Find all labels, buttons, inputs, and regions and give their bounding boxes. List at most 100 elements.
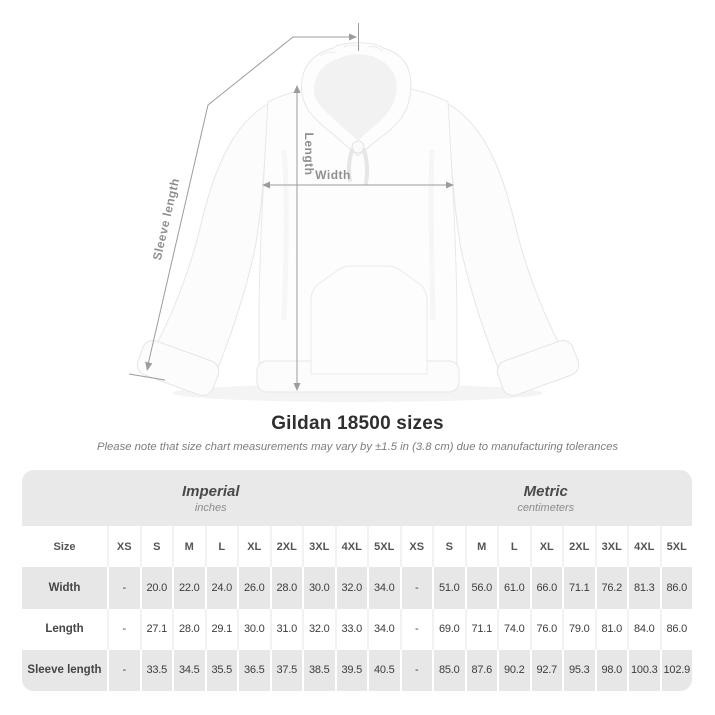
hoodie-pocket bbox=[310, 265, 428, 375]
measurement-cell-imperial: 33.5 bbox=[139, 649, 172, 691]
cuff-tick bbox=[128, 373, 166, 381]
measurement-cell-imperial: 26.0 bbox=[237, 567, 270, 609]
measurement-cell-imperial: 38.5 bbox=[302, 649, 335, 691]
hoodie-left-cuff bbox=[136, 340, 220, 396]
size-chart-table: Imperial inches Metric centimeters Size … bbox=[22, 470, 692, 691]
measurement-cell-metric: 81.0 bbox=[594, 608, 627, 650]
measurement-cell-metric: 102.9 bbox=[659, 649, 692, 691]
page-title: Gildan 18500 sizes bbox=[271, 413, 444, 434]
measurement-cell-metric: 66.0 bbox=[529, 567, 562, 609]
measurement-row-label: Width bbox=[22, 567, 107, 609]
measurement-cell-metric: 84.0 bbox=[627, 608, 660, 650]
measurement-cell-imperial: 36.5 bbox=[237, 649, 270, 691]
length-label: Length bbox=[302, 133, 316, 176]
hoodie-measurement-diagram: Sleeve length Length Width bbox=[128, 23, 580, 402]
size-column-header-metric: XS bbox=[399, 526, 432, 568]
imperial-unit: inches bbox=[194, 501, 227, 514]
unit-group-row: Imperial inches Metric centimeters bbox=[22, 470, 692, 526]
measurement-cell-metric: 69.0 bbox=[432, 608, 465, 650]
size-column-header-metric: S bbox=[432, 526, 465, 568]
size-column-header-imperial: 2XL bbox=[269, 526, 302, 568]
drawstring-left bbox=[346, 148, 354, 182]
measurement-cell-imperial: - bbox=[107, 567, 140, 609]
measurement-cell-imperial: 32.0 bbox=[302, 608, 335, 650]
size-column-title: Size bbox=[22, 526, 107, 568]
imperial-label: Imperial bbox=[181, 482, 240, 500]
measurement-cell-metric: 90.2 bbox=[497, 649, 530, 691]
hoodie-hood-lining bbox=[313, 54, 397, 141]
size-column-header-metric: XL bbox=[529, 526, 562, 568]
measurement-cell-imperial: 34.0 bbox=[367, 608, 400, 650]
length-arrow-top bbox=[293, 85, 301, 93]
measurement-cell-imperial: 28.0 bbox=[269, 567, 302, 609]
size-column-header-imperial: L bbox=[204, 526, 237, 568]
measurement-cell-metric: 81.3 bbox=[627, 567, 660, 609]
measurement-cell-metric: 92.7 bbox=[529, 649, 562, 691]
measurement-cell-metric: 51.0 bbox=[432, 567, 465, 609]
measurement-cell-imperial: 39.5 bbox=[334, 649, 367, 691]
sleeve-length-line bbox=[146, 36, 356, 370]
sleeve-length-arrow-end bbox=[145, 361, 153, 371]
measurement-cell-imperial: 32.0 bbox=[334, 567, 367, 609]
sleeve-length-label: Sleeve length bbox=[150, 177, 183, 262]
measurement-cell-metric: - bbox=[399, 649, 432, 691]
hoodie-left-sleeve bbox=[150, 103, 269, 381]
size-column-header-metric: 3XL bbox=[594, 526, 627, 568]
sleeve-length-arrow-right bbox=[349, 33, 357, 41]
measurement-cell-imperial: - bbox=[107, 649, 140, 691]
measurement-cell-imperial: 33.0 bbox=[334, 608, 367, 650]
measurement-cell-metric: 61.0 bbox=[497, 567, 530, 609]
width-arrow-right bbox=[446, 181, 454, 189]
width-label: Width bbox=[315, 168, 351, 182]
measurement-cell-metric: 95.3 bbox=[562, 649, 595, 691]
drawstring-right bbox=[362, 148, 370, 185]
measurement-cell-metric: 86.0 bbox=[659, 608, 692, 650]
measurement-cell-metric: 87.6 bbox=[464, 649, 497, 691]
measurement-cell-metric: 100.3 bbox=[627, 649, 660, 691]
measurement-cell-imperial: 29.1 bbox=[204, 608, 237, 650]
size-column-header-metric: 2XL bbox=[562, 526, 595, 568]
width-arrow-left bbox=[262, 181, 270, 189]
size-column-header-metric: L bbox=[497, 526, 530, 568]
measurement-cell-metric: 71.1 bbox=[464, 608, 497, 650]
measurement-cell-metric: 85.0 bbox=[432, 649, 465, 691]
measurement-cell-imperial: 22.0 bbox=[172, 567, 205, 609]
metric-unit: centimeters bbox=[517, 501, 575, 514]
size-column-header-metric: M bbox=[464, 526, 497, 568]
crease-left bbox=[281, 149, 289, 321]
measurement-cell-imperial: 28.0 bbox=[172, 608, 205, 650]
size-column-header-imperial: 5XL bbox=[367, 526, 400, 568]
measurement-cell-imperial: 35.5 bbox=[204, 649, 237, 691]
measurement-row-label: Length bbox=[22, 608, 107, 650]
measurement-cell-imperial: 34.0 bbox=[367, 567, 400, 609]
measurement-cell-metric: 86.0 bbox=[659, 567, 692, 609]
measurement-cell-imperial: 34.5 bbox=[172, 649, 205, 691]
size-column-header-imperial: XS bbox=[107, 526, 140, 568]
measurement-cell-metric: 98.0 bbox=[594, 649, 627, 691]
size-column-header-imperial: M bbox=[172, 526, 205, 568]
measurement-cell-imperial: 30.0 bbox=[302, 567, 335, 609]
measurement-cell-imperial: 24.0 bbox=[204, 567, 237, 609]
measurement-cell-metric: 56.0 bbox=[464, 567, 497, 609]
measurement-cell-imperial: 37.5 bbox=[269, 649, 302, 691]
size-chart-grid: Size XS S M L XL 2XL 3XL 4XL 5XL XS S M L XL 2XL 3XL 4XL… bbox=[22, 526, 692, 691]
measurement-cell-metric: 71.1 bbox=[562, 567, 595, 609]
measurement-cell-imperial: 27.1 bbox=[139, 608, 172, 650]
measurement-cell-metric: 76.0 bbox=[529, 608, 562, 650]
hoodie-right-cuff bbox=[496, 340, 580, 396]
metric-label: Metric bbox=[523, 482, 568, 500]
tolerance-note: Please note that size chart measurements… bbox=[96, 441, 619, 453]
measurement-cell-metric: - bbox=[399, 608, 432, 650]
metric-group-header: Metric centimeters bbox=[400, 470, 693, 526]
measurement-cell-imperial: - bbox=[107, 608, 140, 650]
measurement-cell-imperial: 30.0 bbox=[237, 608, 270, 650]
size-column-header-imperial: S bbox=[139, 526, 172, 568]
hoodie-right-sleeve bbox=[447, 103, 566, 381]
size-column-header-imperial: 3XL bbox=[302, 526, 335, 568]
imperial-group-header: Imperial inches bbox=[22, 470, 400, 526]
size-column-header-metric: 5XL bbox=[659, 526, 692, 568]
measurement-cell-imperial: 40.5 bbox=[367, 649, 400, 691]
length-arrow-bottom bbox=[293, 383, 301, 391]
size-column-header-metric: 4XL bbox=[627, 526, 660, 568]
